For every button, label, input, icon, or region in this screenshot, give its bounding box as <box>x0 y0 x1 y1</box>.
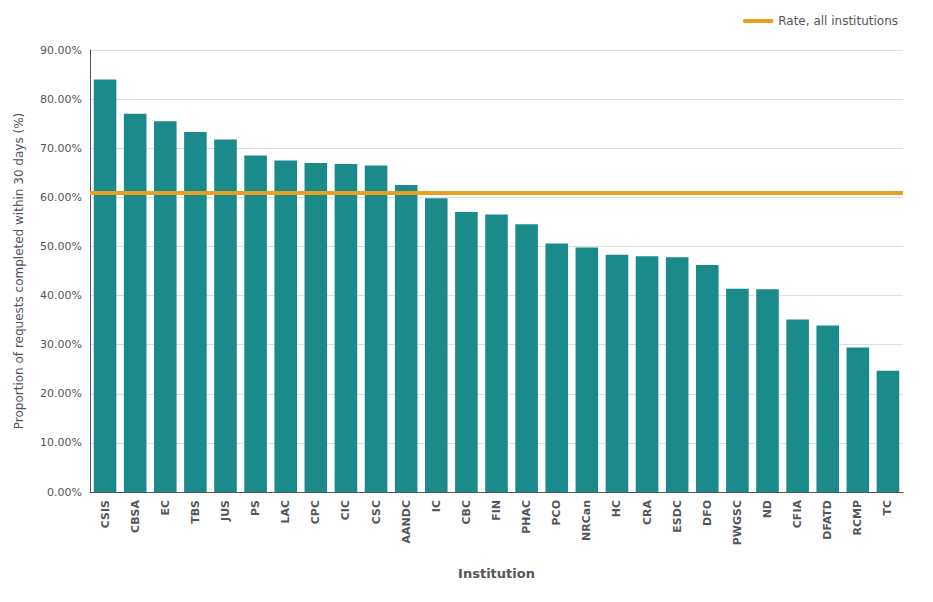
svg-text:DFO: DFO <box>701 500 714 526</box>
svg-text:PCO: PCO <box>550 500 563 526</box>
svg-text:60.00%: 60.00% <box>40 191 82 204</box>
svg-text:TBS: TBS <box>189 500 202 524</box>
svg-text:ND: ND <box>761 500 774 518</box>
svg-text:RCMP: RCMP <box>851 500 864 536</box>
svg-text:PS: PS <box>249 500 262 516</box>
svg-text:30.00%: 30.00% <box>40 338 82 351</box>
svg-text:HC: HC <box>610 500 623 517</box>
svg-text:JUS: JUS <box>219 500 232 522</box>
svg-text:CPC: CPC <box>309 500 322 524</box>
svg-text:CBC: CBC <box>460 500 473 525</box>
svg-text:NRCan: NRCan <box>580 500 593 541</box>
svg-text:50.00%: 50.00% <box>40 240 82 253</box>
svg-text:Proportion of requests complet: Proportion of requests completed within … <box>12 113 26 429</box>
svg-text:TC: TC <box>881 500 894 516</box>
svg-text:40.00%: 40.00% <box>40 289 82 302</box>
svg-text:0.00%: 0.00% <box>47 486 82 499</box>
svg-text:CSIS: CSIS <box>99 500 112 528</box>
svg-text:CIC: CIC <box>339 500 352 520</box>
svg-text:FIN: FIN <box>490 500 503 521</box>
svg-text:AANDC: AANDC <box>400 500 413 543</box>
svg-text:LAC: LAC <box>279 500 292 524</box>
svg-text:80.00%: 80.00% <box>40 93 82 106</box>
svg-text:Rate, all institutions: Rate, all institutions <box>778 14 898 28</box>
svg-text:20.00%: 20.00% <box>40 387 82 400</box>
svg-text:ESDC: ESDC <box>671 500 684 533</box>
svg-text:CFIA: CFIA <box>791 500 804 529</box>
svg-text:CSC: CSC <box>370 500 383 524</box>
svg-text:10.00%: 10.00% <box>40 436 82 449</box>
svg-text:EC: EC <box>159 500 172 516</box>
svg-text:PWGSC: PWGSC <box>731 500 744 545</box>
svg-text:DFATD: DFATD <box>821 500 834 540</box>
svg-text:70.00%: 70.00% <box>40 142 82 155</box>
svg-text:Institution: Institution <box>458 566 535 581</box>
svg-text:90.00%: 90.00% <box>40 44 82 57</box>
svg-text:CBSA: CBSA <box>129 500 142 533</box>
svg-text:PHAC: PHAC <box>520 500 533 534</box>
svg-text:IC: IC <box>430 500 443 512</box>
svg-text:CRA: CRA <box>641 500 654 526</box>
